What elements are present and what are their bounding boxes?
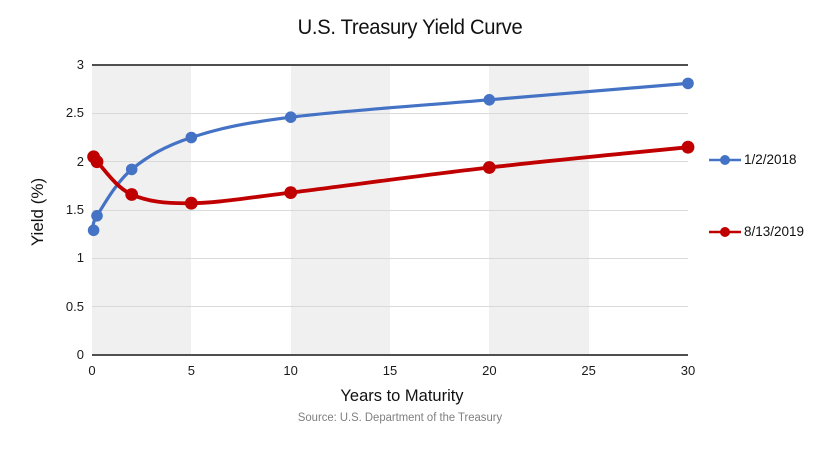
gridline xyxy=(92,257,688,259)
plot-area xyxy=(87,64,695,356)
data-point-marker xyxy=(483,94,496,106)
data-point-marker xyxy=(284,186,298,199)
x-axis-line xyxy=(92,354,688,356)
data-point-marker xyxy=(482,161,496,174)
y-tick-label: 1 xyxy=(76,250,84,266)
data-point-marker xyxy=(90,155,104,169)
gridline xyxy=(92,161,688,163)
source-note: Source: U.S. Department of the Treasury xyxy=(297,412,503,424)
legend-marker-2019 xyxy=(709,226,741,237)
x-tick-label: 0 xyxy=(88,363,96,378)
legend-entry-2018: 1/2/2018 xyxy=(708,152,797,167)
gridline xyxy=(92,209,688,211)
series-plot xyxy=(87,77,695,237)
data-point-marker xyxy=(185,131,198,144)
data-point-marker xyxy=(682,77,694,90)
gridline xyxy=(92,306,688,308)
x-tick-label: 30 xyxy=(680,363,696,378)
x-axis-title: Years to Maturity xyxy=(340,386,464,405)
data-point-marker xyxy=(87,224,100,237)
data-point-marker xyxy=(91,210,103,222)
y-tick-label: 1.5 xyxy=(65,202,84,217)
x-tick-label: 10 xyxy=(283,363,298,378)
data-point-marker xyxy=(681,140,695,154)
x-tick-label: 5 xyxy=(187,363,195,378)
y-tick-label: 0 xyxy=(76,347,84,362)
data-point-marker xyxy=(125,163,138,176)
legend-marker-2018 xyxy=(709,154,741,165)
legend-label-2018: 1/2/2018 xyxy=(744,152,797,167)
x-tick-label: 20 xyxy=(482,363,497,378)
gridline xyxy=(92,112,688,114)
legend-entry-2019: 8/13/2019 xyxy=(708,224,804,239)
legend-label-2019: 8/13/2019 xyxy=(744,224,805,239)
y-tick-label: 0.5 xyxy=(65,298,84,314)
y-tick-label: 2.5 xyxy=(65,105,84,121)
data-point-marker xyxy=(284,111,297,123)
series-line-1/2/2018 xyxy=(91,81,690,232)
y-tick-label: 3 xyxy=(76,57,84,72)
x-tick-label: 25 xyxy=(581,363,596,378)
chart-title: U.S. Treasury Yield Curve xyxy=(297,16,523,39)
data-point-marker xyxy=(125,188,139,201)
plot-top-border xyxy=(92,64,688,66)
legend: 1/2/2018 8/13/2019 xyxy=(708,0,820,453)
x-tick-label: 15 xyxy=(382,363,398,378)
data-point-marker xyxy=(184,196,198,210)
y-tick-label: 2 xyxy=(76,153,84,169)
series-line-8/13/2019 xyxy=(91,145,690,206)
